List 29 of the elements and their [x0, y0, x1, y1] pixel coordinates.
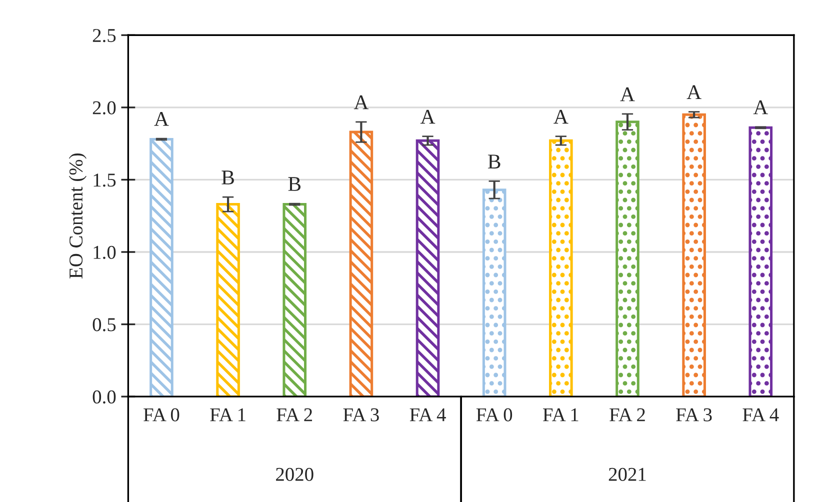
text: 2021	[608, 468, 646, 481]
x-tick-label: FA 3	[676, 408, 712, 422]
x-tick-label: FA 2	[276, 408, 312, 422]
y-tick-label: 2.5	[92, 29, 116, 42]
x-tick-label: FA 0	[476, 408, 512, 422]
data-label: A	[154, 112, 169, 126]
x-tick-label: FA 4	[410, 408, 446, 422]
data-label: A	[753, 100, 768, 114]
data-label: A	[420, 110, 436, 124]
x-tick-label: FA 2	[610, 408, 645, 422]
y-tick-label: 0.5	[92, 318, 116, 332]
data-label: A	[686, 85, 702, 99]
x-tick-label: FA 1	[543, 408, 578, 422]
y-tick-label: 0.0	[92, 390, 116, 404]
data-label: A	[620, 87, 635, 102]
y-tick-label: 1.0	[94, 246, 116, 260]
data-label: B	[488, 154, 500, 168]
data-label: A	[354, 95, 369, 110]
data-label: B	[222, 170, 234, 184]
x-tick-label: FA 4	[742, 408, 779, 422]
x-tick-label: FA 0	[144, 408, 180, 422]
y-tick-label: 2.0	[92, 101, 116, 114]
y-axis-title: EO Content (%)	[68, 154, 87, 278]
y-tick-label: 1.5	[94, 174, 116, 187]
x-tick-label: FA 3	[343, 408, 379, 422]
x-tick-label: FA 1	[210, 408, 246, 422]
data-label: B	[288, 177, 301, 191]
data-label: A	[554, 110, 568, 124]
text: 2020	[276, 468, 314, 481]
